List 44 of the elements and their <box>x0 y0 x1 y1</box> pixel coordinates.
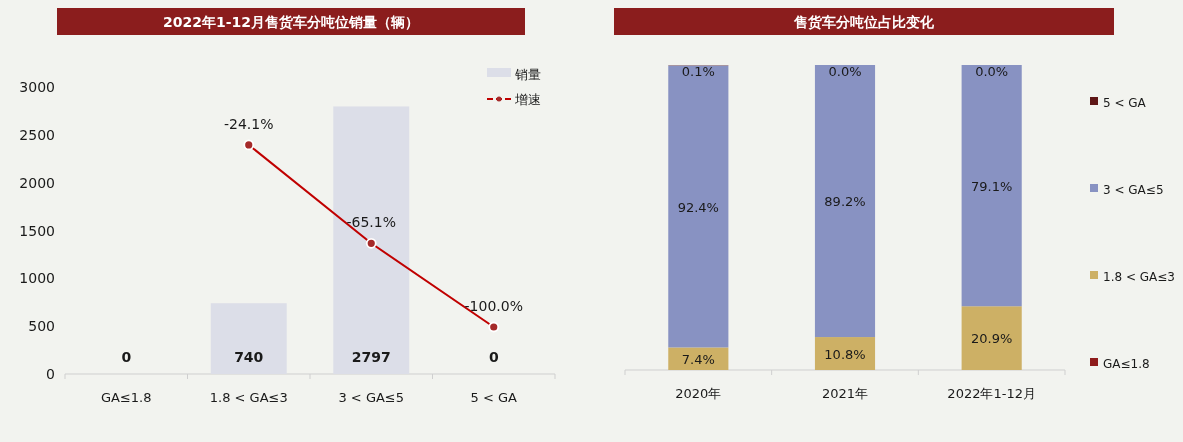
y-tick-label: 3000 <box>19 79 55 95</box>
data-label: 7.4% <box>681 351 715 367</box>
data-label: 740 <box>234 349 264 365</box>
data-label: 0 <box>121 349 132 365</box>
data-label: 89.2% <box>824 194 866 210</box>
data-label: 0.0% <box>975 64 1009 79</box>
x-tick-label: 2020年 <box>675 386 722 401</box>
data-label: 20.9% <box>971 331 1013 347</box>
legend-label: 销量 <box>514 67 541 82</box>
chart-title: 售货车分吨位占比变化 <box>793 14 935 30</box>
x-tick-label: GA≤1.8 <box>100 390 152 405</box>
legend-label: 1.8 < GA≤3 <box>1103 270 1175 284</box>
y-tick-label: 2000 <box>19 174 55 191</box>
data-label: 0.1% <box>681 64 715 79</box>
data-label: 0.0% <box>828 64 862 79</box>
legend-label: 增速 <box>514 92 541 107</box>
y-tick-label: 2500 <box>19 126 55 143</box>
data-label: 79.1% <box>971 178 1013 194</box>
bar <box>668 347 729 370</box>
x-tick-label: 2022年1-12月 <box>947 386 1036 401</box>
legend-label: 3 < GA≤5 <box>1103 183 1164 197</box>
data-label: 92.4% <box>677 199 719 215</box>
data-label: 10.8% <box>824 346 866 362</box>
x-tick-label: 2021年 <box>821 386 869 401</box>
x-tick-label: 5 < GA <box>470 390 518 405</box>
bar <box>961 306 1022 370</box>
y-tick-label: 500 <box>28 318 55 335</box>
legend-label: 5 < GA <box>1103 96 1147 110</box>
bar <box>668 65 729 348</box>
data-label: 0 <box>488 349 499 365</box>
y-tick-label: 1500 <box>19 222 55 239</box>
data-label: -100.0% <box>464 298 523 315</box>
legend-label: GA≤1.8 <box>1103 357 1150 371</box>
x-tick-label: 1.8 < GA≤3 <box>209 390 288 405</box>
chart-title: 2022年1-12月售货车分吨位销量（辆） <box>163 14 419 30</box>
bar <box>961 65 1022 307</box>
data-label: -65.1% <box>346 214 397 231</box>
y-tick-label: 1000 <box>19 270 55 287</box>
x-tick-label: 3 < GA≤5 <box>338 390 405 405</box>
y-tick-label: 0 <box>46 366 55 382</box>
data-label: 2797 <box>351 349 391 365</box>
data-label: -24.1% <box>223 115 274 132</box>
bar <box>814 337 876 370</box>
bar <box>814 65 876 338</box>
